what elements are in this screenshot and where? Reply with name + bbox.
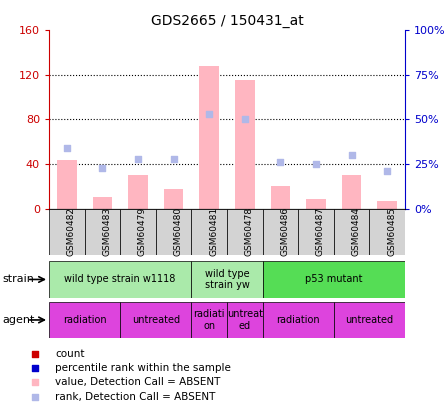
Bar bbox=[271, 186, 290, 209]
Title: GDS2665 / 150431_at: GDS2665 / 150431_at bbox=[150, 14, 303, 28]
Bar bbox=[156, 209, 191, 255]
Text: GSM60479: GSM60479 bbox=[138, 207, 147, 256]
Point bbox=[31, 350, 38, 357]
Bar bbox=[120, 302, 191, 338]
Bar bbox=[191, 209, 227, 255]
Text: radiation: radiation bbox=[276, 315, 320, 325]
Point bbox=[31, 394, 38, 400]
Text: agent: agent bbox=[2, 315, 35, 325]
Point bbox=[384, 168, 391, 175]
Text: count: count bbox=[55, 349, 85, 358]
Text: radiation: radiation bbox=[63, 315, 106, 325]
Text: GSM60486: GSM60486 bbox=[280, 207, 289, 256]
Point bbox=[31, 379, 38, 386]
Text: GSM60483: GSM60483 bbox=[102, 207, 111, 256]
Text: untreated: untreated bbox=[345, 315, 393, 325]
Bar bbox=[49, 302, 120, 338]
Text: GSM60485: GSM60485 bbox=[387, 207, 396, 256]
Text: GSM60484: GSM60484 bbox=[352, 207, 360, 256]
Bar bbox=[85, 209, 120, 255]
Point bbox=[63, 145, 70, 151]
Text: untreat
ed: untreat ed bbox=[227, 309, 263, 331]
Bar bbox=[227, 209, 263, 255]
Point bbox=[241, 116, 248, 123]
Bar bbox=[93, 198, 112, 209]
Text: wild type strain w1118: wild type strain w1118 bbox=[65, 275, 176, 284]
Point bbox=[277, 159, 284, 166]
Text: p53 mutant: p53 mutant bbox=[305, 275, 363, 284]
Text: percentile rank within the sample: percentile rank within the sample bbox=[55, 363, 231, 373]
Point bbox=[348, 152, 355, 158]
Text: GSM60487: GSM60487 bbox=[316, 207, 325, 256]
Text: GSM60481: GSM60481 bbox=[209, 207, 218, 256]
Point bbox=[31, 365, 38, 371]
Point bbox=[99, 164, 106, 171]
Bar bbox=[128, 175, 148, 209]
Bar bbox=[369, 209, 405, 255]
Point bbox=[170, 156, 177, 162]
Text: rank, Detection Call = ABSENT: rank, Detection Call = ABSENT bbox=[55, 392, 215, 402]
Bar bbox=[334, 209, 369, 255]
Bar bbox=[342, 175, 361, 209]
Bar bbox=[235, 81, 255, 209]
Bar bbox=[49, 209, 85, 255]
Text: wild type
strain yw: wild type strain yw bbox=[205, 269, 249, 290]
Bar bbox=[191, 302, 227, 338]
Bar bbox=[49, 261, 191, 298]
Bar bbox=[263, 209, 298, 255]
Bar bbox=[334, 302, 405, 338]
Text: GSM60478: GSM60478 bbox=[245, 207, 254, 256]
Bar bbox=[199, 66, 219, 209]
Bar bbox=[306, 198, 326, 209]
Text: value, Detection Call = ABSENT: value, Detection Call = ABSENT bbox=[55, 377, 220, 388]
Bar bbox=[263, 261, 405, 298]
Bar bbox=[57, 160, 77, 209]
Bar bbox=[298, 209, 334, 255]
Text: GSM60482: GSM60482 bbox=[67, 207, 76, 256]
Text: GSM60480: GSM60480 bbox=[174, 207, 182, 256]
Bar bbox=[164, 189, 183, 209]
Text: radiati
on: radiati on bbox=[194, 309, 225, 331]
Point bbox=[206, 111, 213, 117]
Bar bbox=[120, 209, 156, 255]
Bar bbox=[227, 302, 263, 338]
Text: strain: strain bbox=[2, 275, 34, 284]
Point bbox=[134, 156, 142, 162]
Text: untreated: untreated bbox=[132, 315, 180, 325]
Bar bbox=[377, 201, 397, 209]
Bar bbox=[191, 261, 263, 298]
Point bbox=[312, 161, 320, 167]
Bar bbox=[263, 302, 334, 338]
